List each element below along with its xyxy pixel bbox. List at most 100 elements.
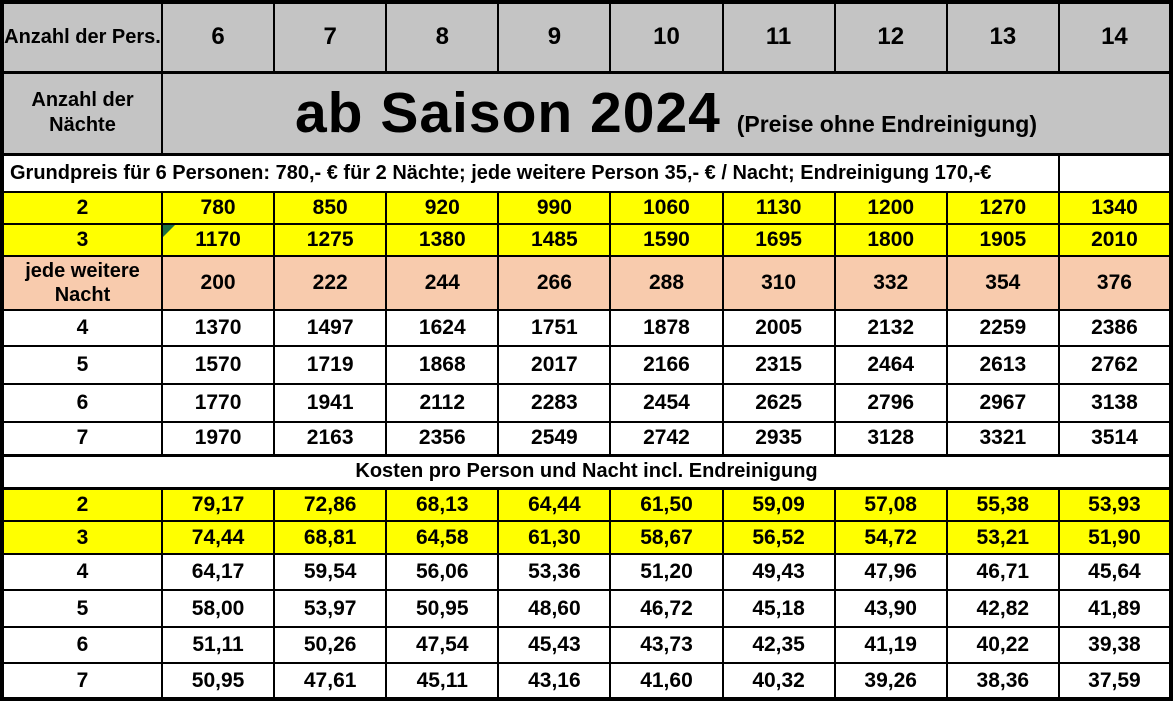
value-cell[interactable]: 2259 [945,309,1060,347]
value-cell[interactable]: 2935 [721,421,836,456]
value-cell[interactable]: 50,26 [273,626,388,664]
value-cell[interactable]: 200 [160,255,276,311]
value-cell[interactable]: 2283 [497,383,612,423]
value-cell[interactable]: 45,64 [1057,553,1173,591]
value-cell[interactable]: 47,54 [385,626,500,664]
person-count-cell[interactable]: 13 [945,1,1060,74]
value-cell[interactable]: 1770 [160,383,276,423]
value-cell[interactable]: 1941 [273,383,388,423]
value-cell[interactable]: 72,86 [273,487,388,522]
value-cell[interactable]: 64,44 [497,487,612,522]
value-cell[interactable]: 3128 [833,421,948,456]
value-cell[interactable]: 920 [385,191,500,225]
value-cell[interactable]: 45,11 [385,662,500,700]
value-cell[interactable]: 53,36 [497,553,612,591]
value-cell[interactable]: 43,16 [497,662,612,700]
value-cell[interactable]: 38,36 [945,662,1060,700]
value-cell[interactable]: 2017 [497,345,612,385]
value-cell[interactable]: 40,32 [721,662,836,700]
value-cell[interactable]: 53,21 [945,520,1060,555]
row-label-cell[interactable]: 4 [1,309,163,347]
value-cell[interactable]: 3321 [945,421,1060,456]
value-cell[interactable]: 46,71 [945,553,1060,591]
value-cell[interactable]: 2796 [833,383,948,423]
value-cell[interactable]: 50,95 [385,589,500,628]
row-label-cell[interactable]: 3 [1,520,163,555]
value-cell[interactable]: 45,43 [497,626,612,664]
row-label-cell[interactable]: 5 [1,345,163,385]
value-cell[interactable]: 2625 [721,383,836,423]
value-cell[interactable]: 1590 [609,223,724,257]
nights-header-label[interactable]: Anzahl der Nächte [1,71,163,156]
value-cell[interactable]: 46,72 [609,589,724,628]
value-cell[interactable]: 1624 [385,309,500,347]
row-label-cell[interactable]: 7 [1,662,163,700]
value-cell[interactable]: 1570 [160,345,276,385]
value-cell[interactable]: 56,06 [385,553,500,591]
persons-header-label[interactable]: Anzahl der Pers. [1,1,163,74]
value-cell[interactable]: 2454 [609,383,724,423]
value-cell[interactable]: 37,59 [1057,662,1173,700]
person-count-cell[interactable]: 11 [721,1,836,74]
value-cell[interactable]: 53,93 [1057,487,1173,522]
value-cell[interactable]: 2742 [609,421,724,456]
value-cell[interactable]: 1751 [497,309,612,347]
value-cell[interactable]: 310 [721,255,836,311]
person-count-cell[interactable]: 8 [385,1,500,74]
person-count-cell[interactable]: 14 [1057,1,1173,74]
value-cell[interactable]: 1060 [609,191,724,225]
season-title-cell[interactable]: ab Saison 2024 (Preise ohne Endreinigung… [161,71,1172,156]
base-price-note[interactable]: Grundpreis für 6 Personen: 780,- € für 2… [1,153,1060,193]
value-cell[interactable]: 51,20 [609,553,724,591]
value-cell[interactable]: 2010 [1057,223,1173,257]
value-cell[interactable]: 48,60 [497,589,612,628]
value-cell[interactable]: 42,82 [945,589,1060,628]
value-cell[interactable]: 288 [609,255,724,311]
row-label-cell[interactable]: 2 [1,191,163,225]
value-cell[interactable]: 1170 [160,223,276,257]
value-cell[interactable]: 266 [497,255,612,311]
value-cell[interactable]: 57,08 [833,487,948,522]
value-cell[interactable]: 2967 [945,383,1060,423]
value-cell[interactable]: 2549 [497,421,612,456]
value-cell[interactable]: 42,35 [721,626,836,664]
row-label-cell[interactable]: jede weitere Nacht [1,255,163,311]
person-count-cell[interactable]: 10 [609,1,724,74]
value-cell[interactable]: 3514 [1057,421,1173,456]
value-cell[interactable]: 56,52 [721,520,836,555]
value-cell[interactable]: 2315 [721,345,836,385]
value-cell[interactable]: 47,96 [833,553,948,591]
person-count-cell[interactable]: 6 [160,1,276,74]
value-cell[interactable]: 61,30 [497,520,612,555]
row-label-cell[interactable]: 5 [1,589,163,628]
value-cell[interactable]: 2005 [721,309,836,347]
value-cell[interactable]: 68,13 [385,487,500,522]
value-cell[interactable]: 51,90 [1057,520,1173,555]
value-cell[interactable]: 1270 [945,191,1060,225]
value-cell[interactable]: 222 [273,255,388,311]
value-cell[interactable]: 2112 [385,383,500,423]
value-cell[interactable]: 59,09 [721,487,836,522]
value-cell[interactable]: 49,43 [721,553,836,591]
value-cell[interactable]: 1200 [833,191,948,225]
value-cell[interactable]: 47,61 [273,662,388,700]
value-cell[interactable]: 1485 [497,223,612,257]
value-cell[interactable]: 41,89 [1057,589,1173,628]
value-cell[interactable]: 41,19 [833,626,948,664]
value-cell[interactable]: 1695 [721,223,836,257]
value-cell[interactable]: 2386 [1057,309,1173,347]
value-cell[interactable]: 64,17 [160,553,276,591]
value-cell[interactable]: 58,00 [160,589,276,628]
person-count-cell[interactable]: 9 [497,1,612,74]
value-cell[interactable]: 2132 [833,309,948,347]
value-cell[interactable]: 64,58 [385,520,500,555]
person-count-cell[interactable]: 7 [273,1,388,74]
value-cell[interactable]: 332 [833,255,948,311]
value-cell[interactable]: 50,95 [160,662,276,700]
value-cell[interactable]: 39,26 [833,662,948,700]
value-cell[interactable]: 244 [385,255,500,311]
row-label-cell[interactable]: 2 [1,487,163,522]
value-cell[interactable]: 45,18 [721,589,836,628]
row-label-cell[interactable]: 6 [1,383,163,423]
value-cell[interactable]: 2356 [385,421,500,456]
